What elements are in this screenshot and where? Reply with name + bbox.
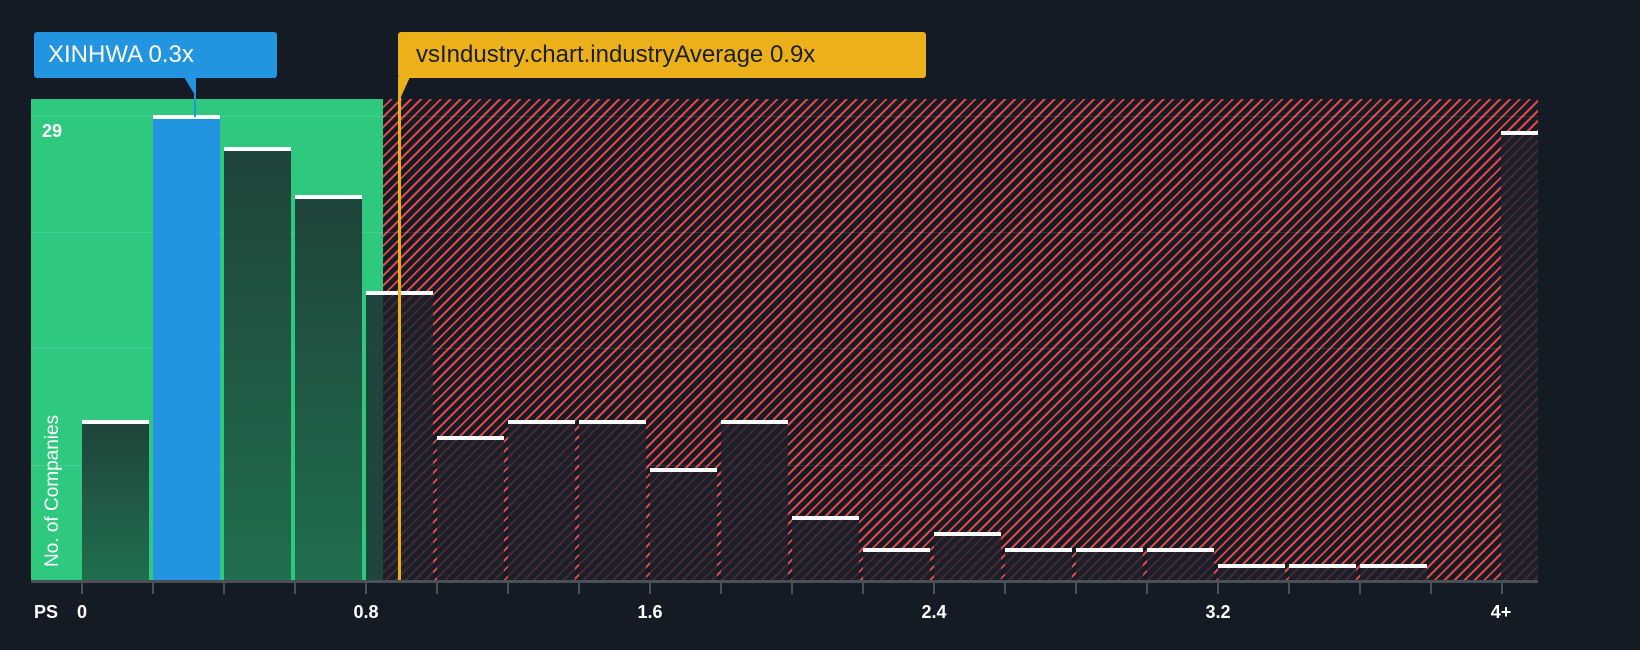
x-axis-line xyxy=(31,580,1538,583)
bar-top-cap xyxy=(579,420,646,424)
x-axis-label: 4+ xyxy=(1490,602,1512,622)
x-axis-tick xyxy=(649,581,651,594)
x-axis-tick xyxy=(933,581,935,594)
bar-top-cap xyxy=(792,516,859,520)
subject-callout: XINHWA 0.3x xyxy=(34,32,277,78)
industry-callout-label: vsIndustry.chart.industryAverage 0.9x xyxy=(416,41,816,68)
x-axis-tick xyxy=(152,581,154,594)
gridline xyxy=(31,232,1538,233)
bar-top-cap xyxy=(224,147,291,151)
bar-top-cap xyxy=(1218,564,1285,568)
x-axis-tick xyxy=(1217,581,1219,594)
bar-top-cap xyxy=(934,532,1001,536)
x-axis-tick xyxy=(1288,581,1290,594)
x-axis-tick xyxy=(81,581,83,594)
gridline xyxy=(31,348,1538,349)
histogram-bar xyxy=(437,437,504,581)
bar-top-cap xyxy=(863,548,930,552)
histogram-bar xyxy=(650,469,717,581)
histogram-bar xyxy=(579,421,646,581)
x-axis-tick xyxy=(1146,581,1148,594)
histogram-bar xyxy=(1147,549,1214,581)
histogram-bar xyxy=(1218,565,1285,581)
x-axis-tick xyxy=(294,581,296,594)
x-axis-tick xyxy=(436,581,438,594)
x-axis-label: 1.6 xyxy=(637,602,663,622)
histogram-bar xyxy=(82,421,149,581)
bar-top-cap xyxy=(1289,564,1356,568)
x-axis-tick xyxy=(1430,581,1432,594)
x-axis-tick xyxy=(578,581,580,594)
x-axis-label: 0 xyxy=(76,602,88,622)
y-axis-max-label: 29 xyxy=(42,121,63,141)
x-axis-tick xyxy=(862,581,864,594)
histogram-bar xyxy=(1360,565,1427,581)
histogram-bar xyxy=(934,533,1001,581)
y-axis-title: No. of Companies xyxy=(42,414,63,567)
x-axis-tick xyxy=(223,581,225,594)
histogram-bar xyxy=(1076,549,1143,581)
x-axis-tick xyxy=(365,581,367,594)
bar-top-cap xyxy=(650,468,717,472)
x-axis-tick xyxy=(1501,581,1503,594)
histogram-bar xyxy=(1005,549,1072,581)
histogram-bar xyxy=(508,421,575,581)
industry-average-line xyxy=(398,78,401,581)
histogram-bar xyxy=(295,196,362,581)
x-axis-tick xyxy=(791,581,793,594)
x-axis-tick xyxy=(1075,581,1077,594)
histogram-bar xyxy=(792,517,859,581)
bar-top-cap xyxy=(1147,548,1214,552)
x-axis-label: 0.8 xyxy=(353,602,379,622)
histogram-bar xyxy=(1289,565,1356,581)
x-axis-tick xyxy=(1004,581,1006,594)
x-axis-tick xyxy=(507,581,509,594)
histogram-bar xyxy=(721,421,788,581)
bar-top-cap xyxy=(1005,548,1072,552)
x-axis-tick xyxy=(1359,581,1361,594)
gridline xyxy=(31,116,1538,117)
bar-top-cap xyxy=(437,436,504,440)
bar-top-cap xyxy=(82,420,149,424)
bar-top-cap xyxy=(295,195,362,199)
bar-top-cap xyxy=(1501,131,1538,135)
subject-callout-label: XINHWA 0.3x xyxy=(48,41,194,68)
bar-top-cap xyxy=(721,420,788,424)
bar-top-cap xyxy=(508,420,575,424)
overvalued-zone xyxy=(383,99,1538,581)
histogram-bar xyxy=(863,549,930,581)
industry-pointer-icon xyxy=(398,77,410,99)
x-axis-prefix-label: PS xyxy=(34,602,59,622)
subject-bar xyxy=(153,116,220,581)
subject-pointer-icon xyxy=(184,77,196,97)
bar-top-cap xyxy=(1076,548,1143,552)
subject-marker-line xyxy=(194,77,196,117)
histogram-bar xyxy=(1501,132,1538,581)
industry-average-callout: vsIndustry.chart.industryAverage 0.9x xyxy=(398,32,926,78)
x-axis-label: 3.2 xyxy=(1205,602,1231,622)
histogram-bar xyxy=(224,148,291,581)
x-axis-tick xyxy=(720,581,722,594)
bar-top-cap xyxy=(1360,564,1427,568)
x-axis-label: 2.4 xyxy=(921,602,947,622)
bar-top-cap xyxy=(153,115,220,119)
